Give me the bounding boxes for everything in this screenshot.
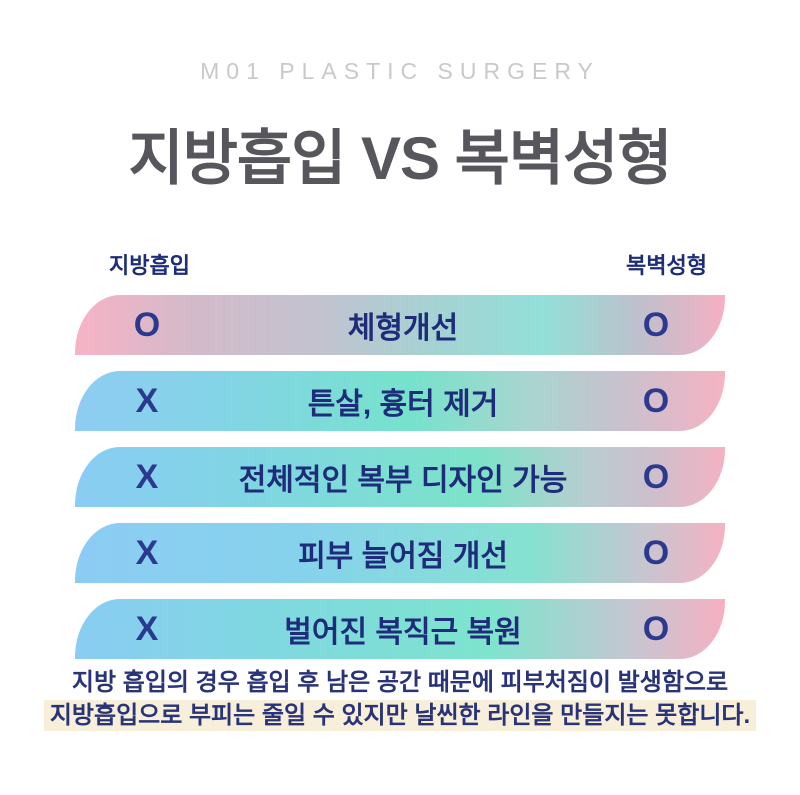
- feature-label: 체형개선: [347, 312, 459, 345]
- right-mark: O: [642, 306, 670, 344]
- footer-note: 지방 흡입의 경우 흡입 후 남은 공간 때문에 피부처짐이 발생함으로 지방흡…: [0, 666, 800, 732]
- comparison-table: 지방흡입 복벽성형 O 체형개선 O X 튼살, 흉터 제거 O X 전체적인 …: [75, 248, 725, 675]
- clinic-name: M01 PLASTIC SURGERY: [200, 58, 600, 84]
- right-mark: O: [642, 458, 670, 496]
- highlighted-text: 지방흡입으로 부피는 줄일 수 있지만 날씬한 라인을 만들지는 못합니다.: [43, 700, 757, 731]
- left-mark: X: [135, 534, 159, 572]
- left-mark: X: [135, 458, 159, 496]
- footer-note-line2: 지방흡입으로 부피는 줄일 수 있지만 날씬한 라인을 만들지는 못합니다.: [0, 699, 800, 732]
- column-label-liposuction: 지방흡입: [109, 253, 190, 278]
- right-mark: O: [642, 382, 670, 420]
- comparison-row: X 벌어진 복직근 복원 O: [75, 599, 725, 659]
- left-mark: X: [135, 610, 159, 648]
- column-labels: 지방흡입 복벽성형: [75, 248, 725, 280]
- feature-label: 벌어진 복직근 복원: [284, 616, 522, 649]
- page-title: 지방흡입 VS 복벽성형: [128, 125, 673, 192]
- comparison-row: O 체형개선 O: [75, 295, 725, 355]
- left-mark: O: [133, 306, 161, 344]
- left-mark: X: [135, 382, 159, 420]
- comparison-row: X 피부 늘어짐 개선 O: [75, 523, 725, 583]
- right-mark: O: [642, 610, 670, 648]
- column-label-abdominoplasty: 복벽성형: [626, 253, 707, 278]
- feature-label: 피부 늘어짐 개선: [298, 540, 508, 573]
- footer-note-line1: 지방 흡입의 경우 흡입 후 남은 공간 때문에 피부처짐이 발생함으로: [71, 669, 729, 696]
- feature-label: 튼살, 흉터 제거: [307, 388, 499, 421]
- comparison-row: X 튼살, 흉터 제거 O: [75, 371, 725, 431]
- right-mark: O: [642, 534, 670, 572]
- feature-label: 전체적인 복부 디자인 가능: [238, 464, 568, 497]
- comparison-row: X 전체적인 복부 디자인 가능 O: [75, 447, 725, 507]
